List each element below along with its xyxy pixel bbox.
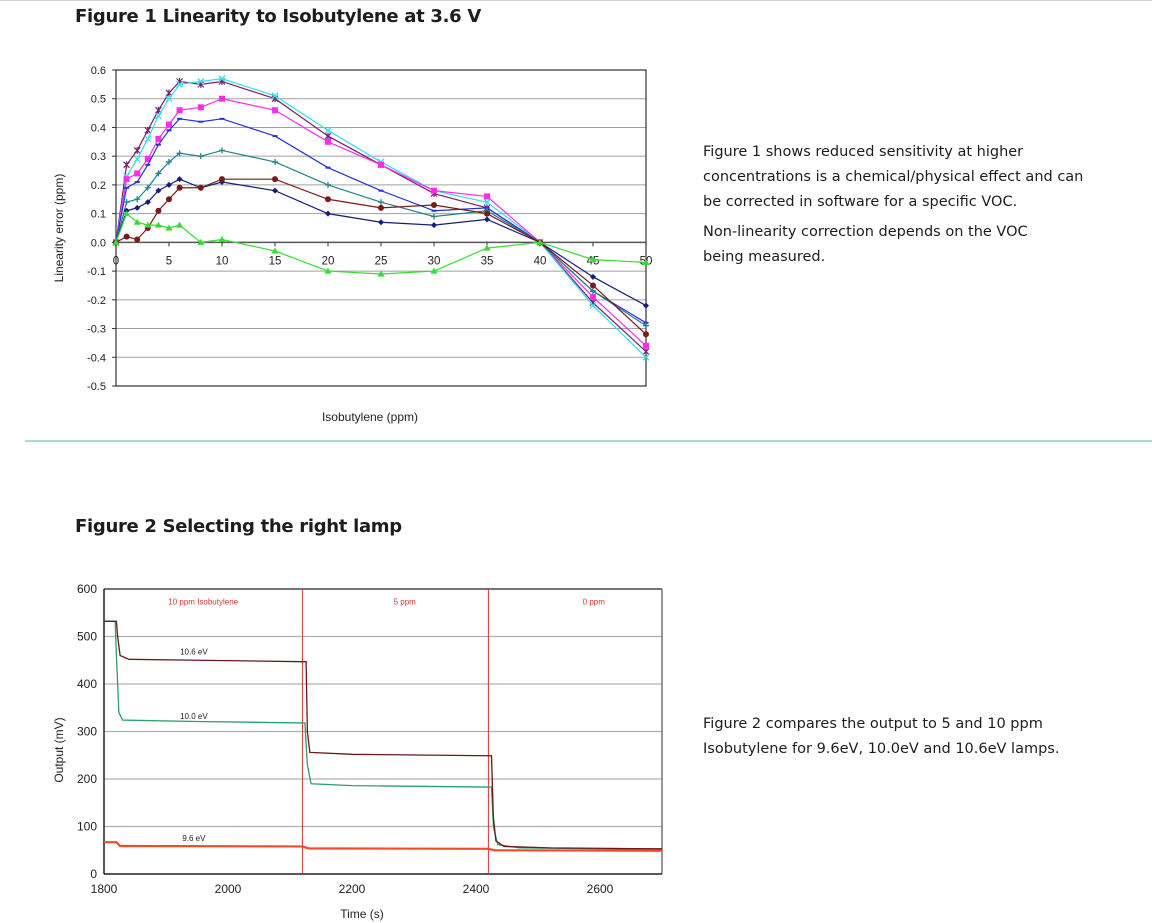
text-line: Isobutylene for 9.6eV, 10.0eV and 10.6eV… — [703, 741, 1060, 757]
phase-label: 5 ppm — [394, 598, 417, 607]
x-tick-label: 20 — [322, 255, 335, 267]
y-tick-label: -0.5 — [87, 381, 106, 393]
x-tick-label: 35 — [481, 255, 494, 267]
x-tick-label: 2600 — [587, 882, 614, 896]
y-tick-label: -0.4 — [87, 352, 106, 364]
x-tick-label: 2200 — [339, 882, 366, 896]
series-label: 10.6 eV — [180, 648, 208, 657]
y-axis-label: Linearity error (ppm) — [52, 174, 66, 283]
figure2-description: Figure 2 compares the output to 5 and 10… — [703, 712, 1143, 767]
x-tick-label: 30 — [428, 255, 441, 267]
series-10.6-eV — [104, 620, 663, 850]
figure1-title: Figure 1 Linearity to Isobutylene at 3.6… — [75, 6, 481, 27]
x-axis-label: Isobutylene (ppm) — [322, 410, 418, 424]
text-line: Figure 2 compares the output to 5 and 10… — [703, 716, 1043, 732]
phase-label: 0 ppm — [583, 598, 606, 607]
y-tick-label: 0.5 — [91, 94, 106, 106]
y-tick-label: 0.3 — [91, 151, 106, 163]
x-tick-label: 15 — [269, 255, 282, 267]
y-tick-label: -0.2 — [87, 295, 106, 307]
y-tick-label: 400 — [77, 677, 97, 691]
y-tick-label: 0.4 — [91, 122, 106, 134]
y-axis-label: Output (mV) — [52, 717, 66, 782]
figure2-paragraph-1: Figure 2 compares the output to 5 and 10… — [703, 712, 1143, 762]
text-line: be corrected in software for a specific … — [703, 194, 1018, 210]
phase-label: 10 ppm Isobutylene — [168, 598, 238, 607]
x-axis-label: Time (s) — [340, 907, 384, 921]
series-9.6-eV — [104, 841, 663, 852]
y-tick-label: 300 — [77, 725, 97, 739]
x-tick-label: 2400 — [463, 882, 490, 896]
x-tick-label: 2000 — [215, 882, 242, 896]
y-tick-label: 200 — [77, 772, 97, 786]
y-tick-label: 0.1 — [91, 209, 106, 221]
series-teal-plus — [113, 147, 649, 329]
y-tick-label: -0.3 — [87, 324, 106, 336]
text-line: being measured. — [703, 249, 826, 265]
series-label: 9.6 eV — [182, 834, 206, 843]
figure2-title: Figure 2 Selecting the right lamp — [75, 516, 402, 537]
text-line: Non-linearity correction depends on the … — [703, 224, 1028, 240]
x-tick-label: 5 — [166, 255, 172, 267]
y-tick-label: 0 — [90, 867, 97, 881]
y-tick-label: 600 — [77, 582, 97, 596]
x-tick-label: 10 — [216, 255, 229, 267]
text-line: Figure 1 shows reduced sensitivity at hi… — [703, 144, 1024, 160]
text-line: concentrations is a chemical/physical ef… — [703, 169, 1084, 185]
x-tick-label: 40 — [534, 255, 547, 267]
series-label: 10.0 eV — [180, 712, 208, 721]
y-tick-label: 500 — [77, 630, 97, 644]
y-tick-label: 0.2 — [91, 180, 106, 192]
series-green-triangle — [112, 210, 650, 277]
x-tick-label: 25 — [375, 255, 388, 267]
y-tick-label: 100 — [77, 820, 97, 834]
plot-frame — [115, 69, 647, 387]
figure1-paragraph-1: Figure 1 shows reduced sensitivity at hi… — [703, 140, 1143, 215]
y-tick-label: 0.0 — [91, 237, 106, 249]
y-tick-label: -0.1 — [87, 266, 106, 278]
series-cyan-x — [112, 75, 650, 361]
figure1-line-chart: 0.6 0.5 0.4 0.3 0.2 0.1 0.0 -0.1 -0.2 -0.3 -0.4 -0.… — [52, 65, 652, 424]
x-tick-label: 0 — [113, 255, 119, 267]
section-divider — [25, 440, 1152, 442]
figure1-description: Figure 1 shows reduced sensitivity at hi… — [703, 140, 1143, 275]
x-tick-label: 1800 — [91, 882, 118, 896]
figure1-paragraph-2: Non-linearity correction depends on the … — [703, 220, 1143, 270]
y-tick-label: 0.6 — [91, 65, 106, 77]
top-border — [0, 0, 1152, 1]
